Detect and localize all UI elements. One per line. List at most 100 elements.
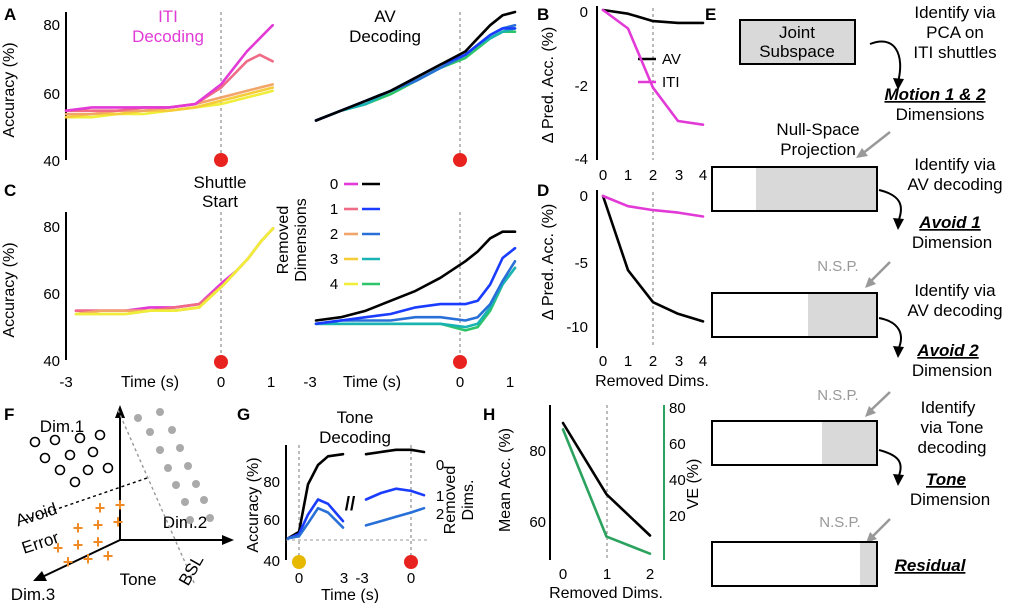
- label-avoid: Avoid: [13, 499, 59, 530]
- y2tick-h-60: 60: [669, 436, 686, 453]
- y-label-b: Δ Pred. Acc. (%): [540, 27, 557, 144]
- xtick-d-4: 4: [699, 353, 707, 370]
- box-tone-fill: [822, 422, 876, 464]
- arrowhead-av1: [893, 218, 904, 230]
- avoid1-sub: Dimension: [912, 233, 992, 252]
- x-label-g: Time (s): [321, 587, 379, 603]
- panel-f: Dim.1 Dim.2 Dim.3 Avoid Error Tone BSL +…: [11, 405, 234, 603]
- avoid-boundary: [24, 476, 151, 521]
- legend-count-4: 4: [330, 276, 338, 293]
- legend-removed-l2: Dimensions: [293, 198, 310, 282]
- y-label-h: Mean Acc. (%): [497, 428, 514, 532]
- motion-dims-title: Motion 1 & 2: [884, 85, 986, 104]
- y2-label-h: VE (%): [685, 459, 702, 510]
- bsl-point: [172, 481, 180, 489]
- g-legend-label-l2: Dims.: [460, 480, 477, 521]
- plot-delta-pred-acc-b: [601, 8, 705, 126]
- series-line-ve: [561, 428, 652, 555]
- series-line-2-post: [364, 506, 426, 527]
- arrowhead-dim1: [115, 405, 125, 418]
- arrowhead-pca: [893, 78, 904, 90]
- arrowhead-nsp-3: [866, 532, 877, 543]
- nsp-full-l1: Null-Space: [776, 120, 859, 139]
- panel-a: ITI Decoding AV Decoding Accuracy (%) 80…: [1, 7, 517, 170]
- error-point: +: [83, 549, 94, 569]
- error-point: +: [113, 512, 124, 532]
- xtick-b-2: 2: [649, 167, 657, 184]
- panel-d: Δ Pred. Acc. (%) 0 -5 -10 0 1 2 3 4 Remo…: [540, 188, 709, 390]
- legend-removed-dimensions: 0 1 2 3 4: [330, 176, 380, 293]
- ytick-d-m5: -5: [575, 255, 588, 272]
- legend-removed-l1: Removed: [275, 206, 292, 274]
- legend-count-1: 1: [330, 201, 338, 218]
- nsp-2: N.S.P.: [817, 387, 858, 404]
- axis-break: //: [345, 494, 356, 515]
- arrow-nsp-2: [869, 391, 891, 412]
- series-line-0: [314, 230, 517, 322]
- panel-label-a: A: [4, 5, 16, 24]
- event-dot-a2: [453, 153, 467, 167]
- ytick-c-40: 40: [43, 353, 60, 370]
- avoid-point: [64, 449, 76, 461]
- arrowhead-dim2: [222, 535, 234, 545]
- bsl-point: [134, 414, 142, 422]
- ytick-d-m10: -10: [566, 319, 588, 336]
- g-legend-1: 1: [436, 488, 444, 505]
- id-tone-l2: via Tone: [920, 418, 983, 437]
- event-dot-c1: [214, 355, 228, 369]
- error-points: + ++ + ++ + ++ + +: [53, 495, 126, 572]
- x-label-c1: Time (s): [121, 374, 179, 391]
- avoid2-title: Avoid 2: [916, 341, 979, 360]
- bsl-point: [156, 446, 164, 454]
- event-dot-a1: [214, 153, 228, 167]
- avoid2-sub: Dimension: [912, 361, 992, 380]
- avoid-point: [94, 429, 106, 441]
- xtick-b-4: 4: [699, 167, 707, 184]
- ytick-d-0: 0: [580, 188, 588, 205]
- avoid-point: [102, 462, 114, 474]
- error-point: +: [73, 535, 84, 555]
- error-point: +: [95, 498, 106, 518]
- bsl-point: [156, 408, 164, 416]
- plot-iti-decoding: [64, 23, 274, 119]
- joint-subspace-l2: Subspace: [759, 42, 835, 61]
- title-shuttle-2: Start: [202, 192, 238, 211]
- event-dot-c2: [453, 355, 467, 369]
- ytick-g-80: 80: [263, 474, 280, 491]
- plot-mean-acc-ve: [561, 421, 652, 555]
- avoid-point: [49, 434, 61, 446]
- y-label-a: Accuracy (%): [1, 42, 18, 137]
- y-label-c: Accuracy (%): [1, 242, 18, 337]
- bsl-point: [200, 496, 208, 504]
- xtick-d-2: 2: [649, 353, 657, 370]
- xtick-h-1: 1: [603, 566, 611, 583]
- y-label-g: Accuracy (%): [245, 457, 262, 552]
- xtick-g-m3: -3: [355, 570, 368, 587]
- series-line-1: [314, 246, 517, 326]
- ytick-g-40: 40: [263, 553, 280, 570]
- g-legend-2: 2: [436, 506, 444, 523]
- title-iti-2: Decoding: [132, 27, 204, 46]
- legend-b-iti: ITI: [662, 74, 680, 91]
- title-tone: Tone: [337, 408, 374, 427]
- legend-count-0: 0: [330, 176, 338, 193]
- y2tick-h-20: 20: [669, 508, 686, 525]
- panel-label-h: H: [483, 405, 495, 424]
- error-point: +: [93, 515, 104, 535]
- x-label-c2: Time (s): [343, 374, 401, 391]
- panel-label-e: E: [705, 5, 716, 24]
- bsl-point: [192, 480, 200, 488]
- ytick-c-80: 80: [43, 219, 60, 236]
- series-line-3: [64, 86, 274, 119]
- ytick-a-60: 60: [43, 86, 60, 103]
- arrow-pca: [869, 40, 902, 83]
- xtick-c2-1: 1: [506, 374, 514, 391]
- ytick-c-60: 60: [43, 286, 60, 303]
- nsp-1: N.S.P.: [817, 258, 858, 275]
- series-line-2: [74, 227, 275, 316]
- arrowhead-nsp-1: [865, 277, 876, 288]
- xtick-c1-m3: -3: [59, 374, 72, 391]
- title-shuttle: Shuttle: [194, 173, 247, 192]
- box-residual: [711, 541, 878, 587]
- avoid-point: [69, 476, 81, 488]
